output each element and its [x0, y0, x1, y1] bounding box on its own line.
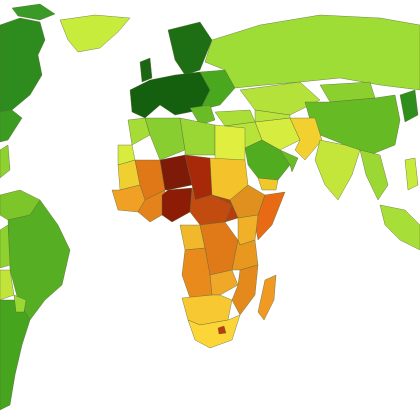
oman	[279, 149, 299, 173]
balkans	[189, 104, 216, 126]
mexico	[0, 144, 11, 179]
arctic-islands	[11, 3, 56, 21]
libya	[179, 117, 216, 156]
russia	[204, 14, 420, 91]
central-asia	[254, 109, 291, 123]
greenland	[59, 14, 131, 53]
saudi-arabia	[244, 139, 291, 181]
yemen	[257, 177, 279, 191]
lesotho	[217, 325, 227, 335]
niger	[159, 154, 193, 191]
algeria	[144, 117, 186, 161]
philippines	[404, 157, 419, 191]
south-sudan	[211, 194, 239, 223]
madagascar	[257, 274, 277, 321]
afghanistan-pakistan	[289, 117, 323, 161]
south-africa	[187, 314, 241, 349]
zambia	[209, 269, 239, 296]
uk	[139, 57, 153, 83]
kazakhstan	[239, 81, 321, 116]
brazil	[7, 199, 71, 321]
egypt	[214, 124, 246, 161]
scandinavia	[167, 21, 213, 76]
myanmar-thailand	[359, 149, 389, 201]
paraguay	[13, 294, 27, 313]
peru	[0, 224, 11, 269]
se-asia-islands	[379, 204, 420, 251]
japan-korea	[399, 89, 419, 123]
usa-east	[0, 109, 23, 143]
india	[314, 139, 361, 201]
